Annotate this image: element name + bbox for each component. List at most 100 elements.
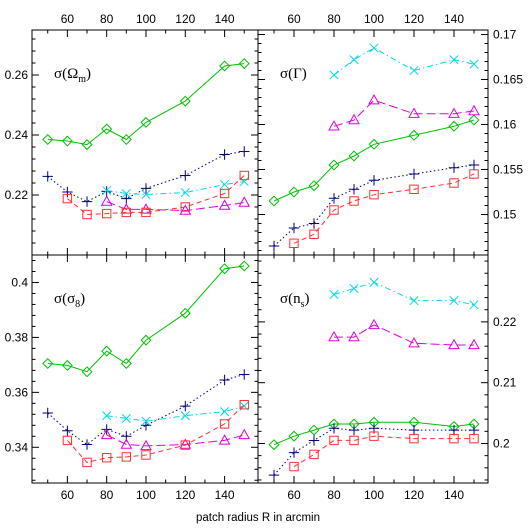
series-line-cyan — [333, 47, 475, 76]
data-point-black — [328, 193, 340, 204]
series-line-green — [273, 421, 475, 446]
data-point-green — [42, 357, 54, 370]
data-point-red — [329, 205, 339, 215]
x-tick-label: 140 — [444, 12, 464, 26]
data-point-cyan — [141, 416, 151, 426]
series-line-red — [67, 404, 245, 463]
data-point-magenta — [448, 338, 460, 350]
data-point-red — [469, 169, 479, 179]
x-tick-label: 80 — [327, 12, 341, 26]
data-point-red — [62, 193, 73, 204]
y-tick-label: 0.16 — [493, 118, 517, 132]
data-point-green — [328, 159, 340, 171]
data-point-cyan — [349, 283, 359, 293]
data-point-red — [101, 453, 112, 463]
data-point-green — [61, 359, 73, 371]
data-point-cyan — [141, 189, 151, 199]
data-point-black — [468, 159, 480, 171]
data-point-cyan — [349, 55, 359, 65]
data-point-green — [268, 439, 280, 451]
data-point-green — [140, 334, 152, 346]
data-point-cyan — [180, 188, 190, 198]
data-point-black — [42, 171, 53, 182]
x-tick-label: 80 — [327, 488, 341, 502]
data-point-green — [179, 307, 191, 319]
data-point-red — [309, 449, 319, 460]
data-point-cyan — [180, 411, 190, 421]
x-tick-label: 100 — [364, 488, 384, 502]
data-point-black — [448, 424, 460, 436]
data-point-black — [288, 222, 300, 234]
data-point-black — [268, 240, 280, 252]
data-point-red — [289, 461, 299, 472]
data-point-red — [180, 202, 190, 212]
data-point-black — [408, 424, 420, 436]
data-point-magenta — [328, 120, 340, 131]
x-tick-label: 100 — [364, 12, 384, 26]
data-point-red — [449, 178, 459, 188]
data-point-magenta — [408, 336, 420, 348]
data-point-red — [180, 440, 190, 450]
data-point-cyan — [102, 185, 112, 196]
data-point-black — [308, 435, 320, 446]
data-point-black — [219, 149, 230, 160]
data-point-green — [42, 133, 54, 146]
data-point-magenta — [408, 107, 420, 118]
x-tick-label: 60 — [287, 488, 301, 502]
data-point-black — [308, 218, 320, 229]
data-point-black — [288, 447, 300, 458]
y-tick-label: 0.165 — [493, 73, 523, 87]
data-point-red — [219, 419, 230, 429]
y-tick-label: 0.2 — [493, 436, 510, 450]
data-point-cyan — [121, 413, 131, 423]
data-point-red — [349, 196, 359, 206]
panel-label-gamma: σ(Γ) — [280, 66, 307, 82]
panel-frame — [31, 29, 259, 256]
panel-gamma: 0.15 0.155 0.16 0.165 0.17 σ(Γ) 60 80 100 120 140 — [257, 12, 523, 256]
y-tick-label: 0.155 — [493, 163, 523, 177]
x-tick-label: 140 — [444, 488, 464, 502]
data-point-magenta — [218, 434, 231, 445]
data-point-green — [288, 430, 300, 442]
data-point-magenta — [368, 318, 380, 330]
data-point-magenta — [100, 195, 113, 206]
panel-omega_m: 0.22 0.24 0.26 σ(Ωm) 60 80 100 120 140 — [5, 12, 259, 256]
x-tick-label: 140 — [215, 12, 235, 26]
data-point-green — [120, 133, 132, 146]
data-point-black — [328, 423, 340, 434]
data-point-green — [219, 60, 231, 72]
data-point-magenta — [179, 204, 192, 215]
data-point-cyan — [469, 59, 479, 69]
data-point-cyan — [449, 55, 459, 65]
data-point-red — [121, 452, 132, 462]
x-tick-label: 80 — [100, 12, 114, 26]
x-tick-label: 100 — [136, 12, 156, 26]
y-tick-label: 0.22 — [5, 188, 29, 202]
data-point-magenta — [238, 428, 251, 440]
series-line-red — [67, 175, 245, 216]
panel-label-sigma_8: σ(σ8) — [54, 291, 85, 310]
data-point-green — [179, 95, 191, 107]
y-tick-label: 0.26 — [5, 68, 29, 82]
y-tick-label: 0.17 — [493, 28, 517, 42]
data-point-red — [309, 229, 319, 240]
data-point-red — [329, 435, 339, 446]
y-tick-label: 0.36 — [5, 385, 29, 399]
data-point-black — [62, 186, 73, 198]
data-point-black — [239, 146, 250, 157]
data-point-green — [101, 123, 113, 135]
data-point-red — [349, 435, 359, 446]
data-point-black — [448, 162, 460, 173]
x-axis-title: patch radius R in arcmin — [196, 512, 320, 524]
panel-label-n_s: σ(ns) — [280, 291, 310, 310]
panel-frame — [257, 29, 489, 256]
data-point-black — [42, 407, 53, 419]
series-line-green — [47, 63, 245, 146]
data-point-black — [180, 400, 191, 412]
data-point-red — [409, 184, 419, 195]
data-point-red — [82, 457, 92, 468]
y-tick-label: 0.15 — [493, 208, 517, 222]
data-point-green — [348, 150, 360, 162]
x-tick-label: 140 — [215, 488, 235, 502]
